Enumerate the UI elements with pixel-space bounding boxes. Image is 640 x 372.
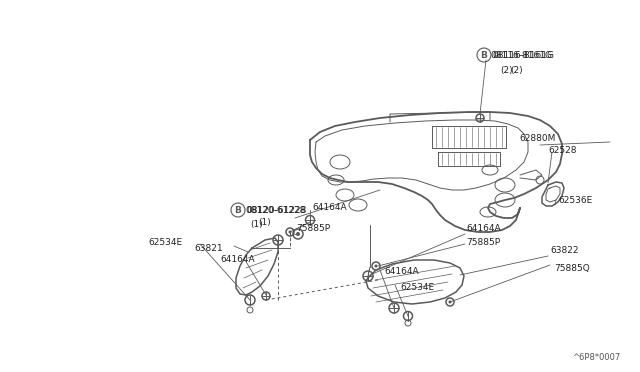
Text: ^6P8*0007: ^6P8*0007	[572, 353, 620, 362]
Text: 63822: 63822	[550, 246, 579, 254]
Text: B: B	[481, 51, 488, 60]
Text: 75885P: 75885P	[466, 237, 500, 247]
Text: 62536E: 62536E	[558, 196, 592, 205]
Text: 64164A: 64164A	[312, 202, 347, 212]
Circle shape	[374, 264, 378, 267]
Text: 62534E: 62534E	[148, 237, 182, 247]
Text: 08116-8161G: 08116-8161G	[492, 51, 554, 60]
Text: 08120-61228: 08120-61228	[245, 205, 305, 215]
Text: B: B	[235, 205, 241, 215]
Text: 64164A: 64164A	[466, 224, 500, 232]
Text: 08120-61228: 08120-61228	[246, 205, 307, 215]
Text: 75885Q: 75885Q	[554, 263, 589, 273]
Text: (1): (1)	[258, 218, 271, 227]
Text: (1): (1)	[250, 219, 263, 228]
Text: 08116-8161G: 08116-8161G	[490, 51, 552, 60]
Circle shape	[449, 301, 451, 304]
Text: 75885P: 75885P	[296, 224, 330, 232]
Circle shape	[296, 232, 300, 236]
Text: 62534E: 62534E	[400, 283, 434, 292]
Text: 63821: 63821	[194, 244, 223, 253]
Text: (2): (2)	[510, 65, 523, 74]
Text: 62528: 62528	[548, 145, 577, 154]
Text: 64164A: 64164A	[220, 256, 255, 264]
Text: 62880M: 62880M	[520, 134, 556, 142]
Text: (2): (2)	[500, 65, 513, 74]
Circle shape	[289, 231, 291, 234]
Text: 64164A: 64164A	[384, 267, 419, 276]
